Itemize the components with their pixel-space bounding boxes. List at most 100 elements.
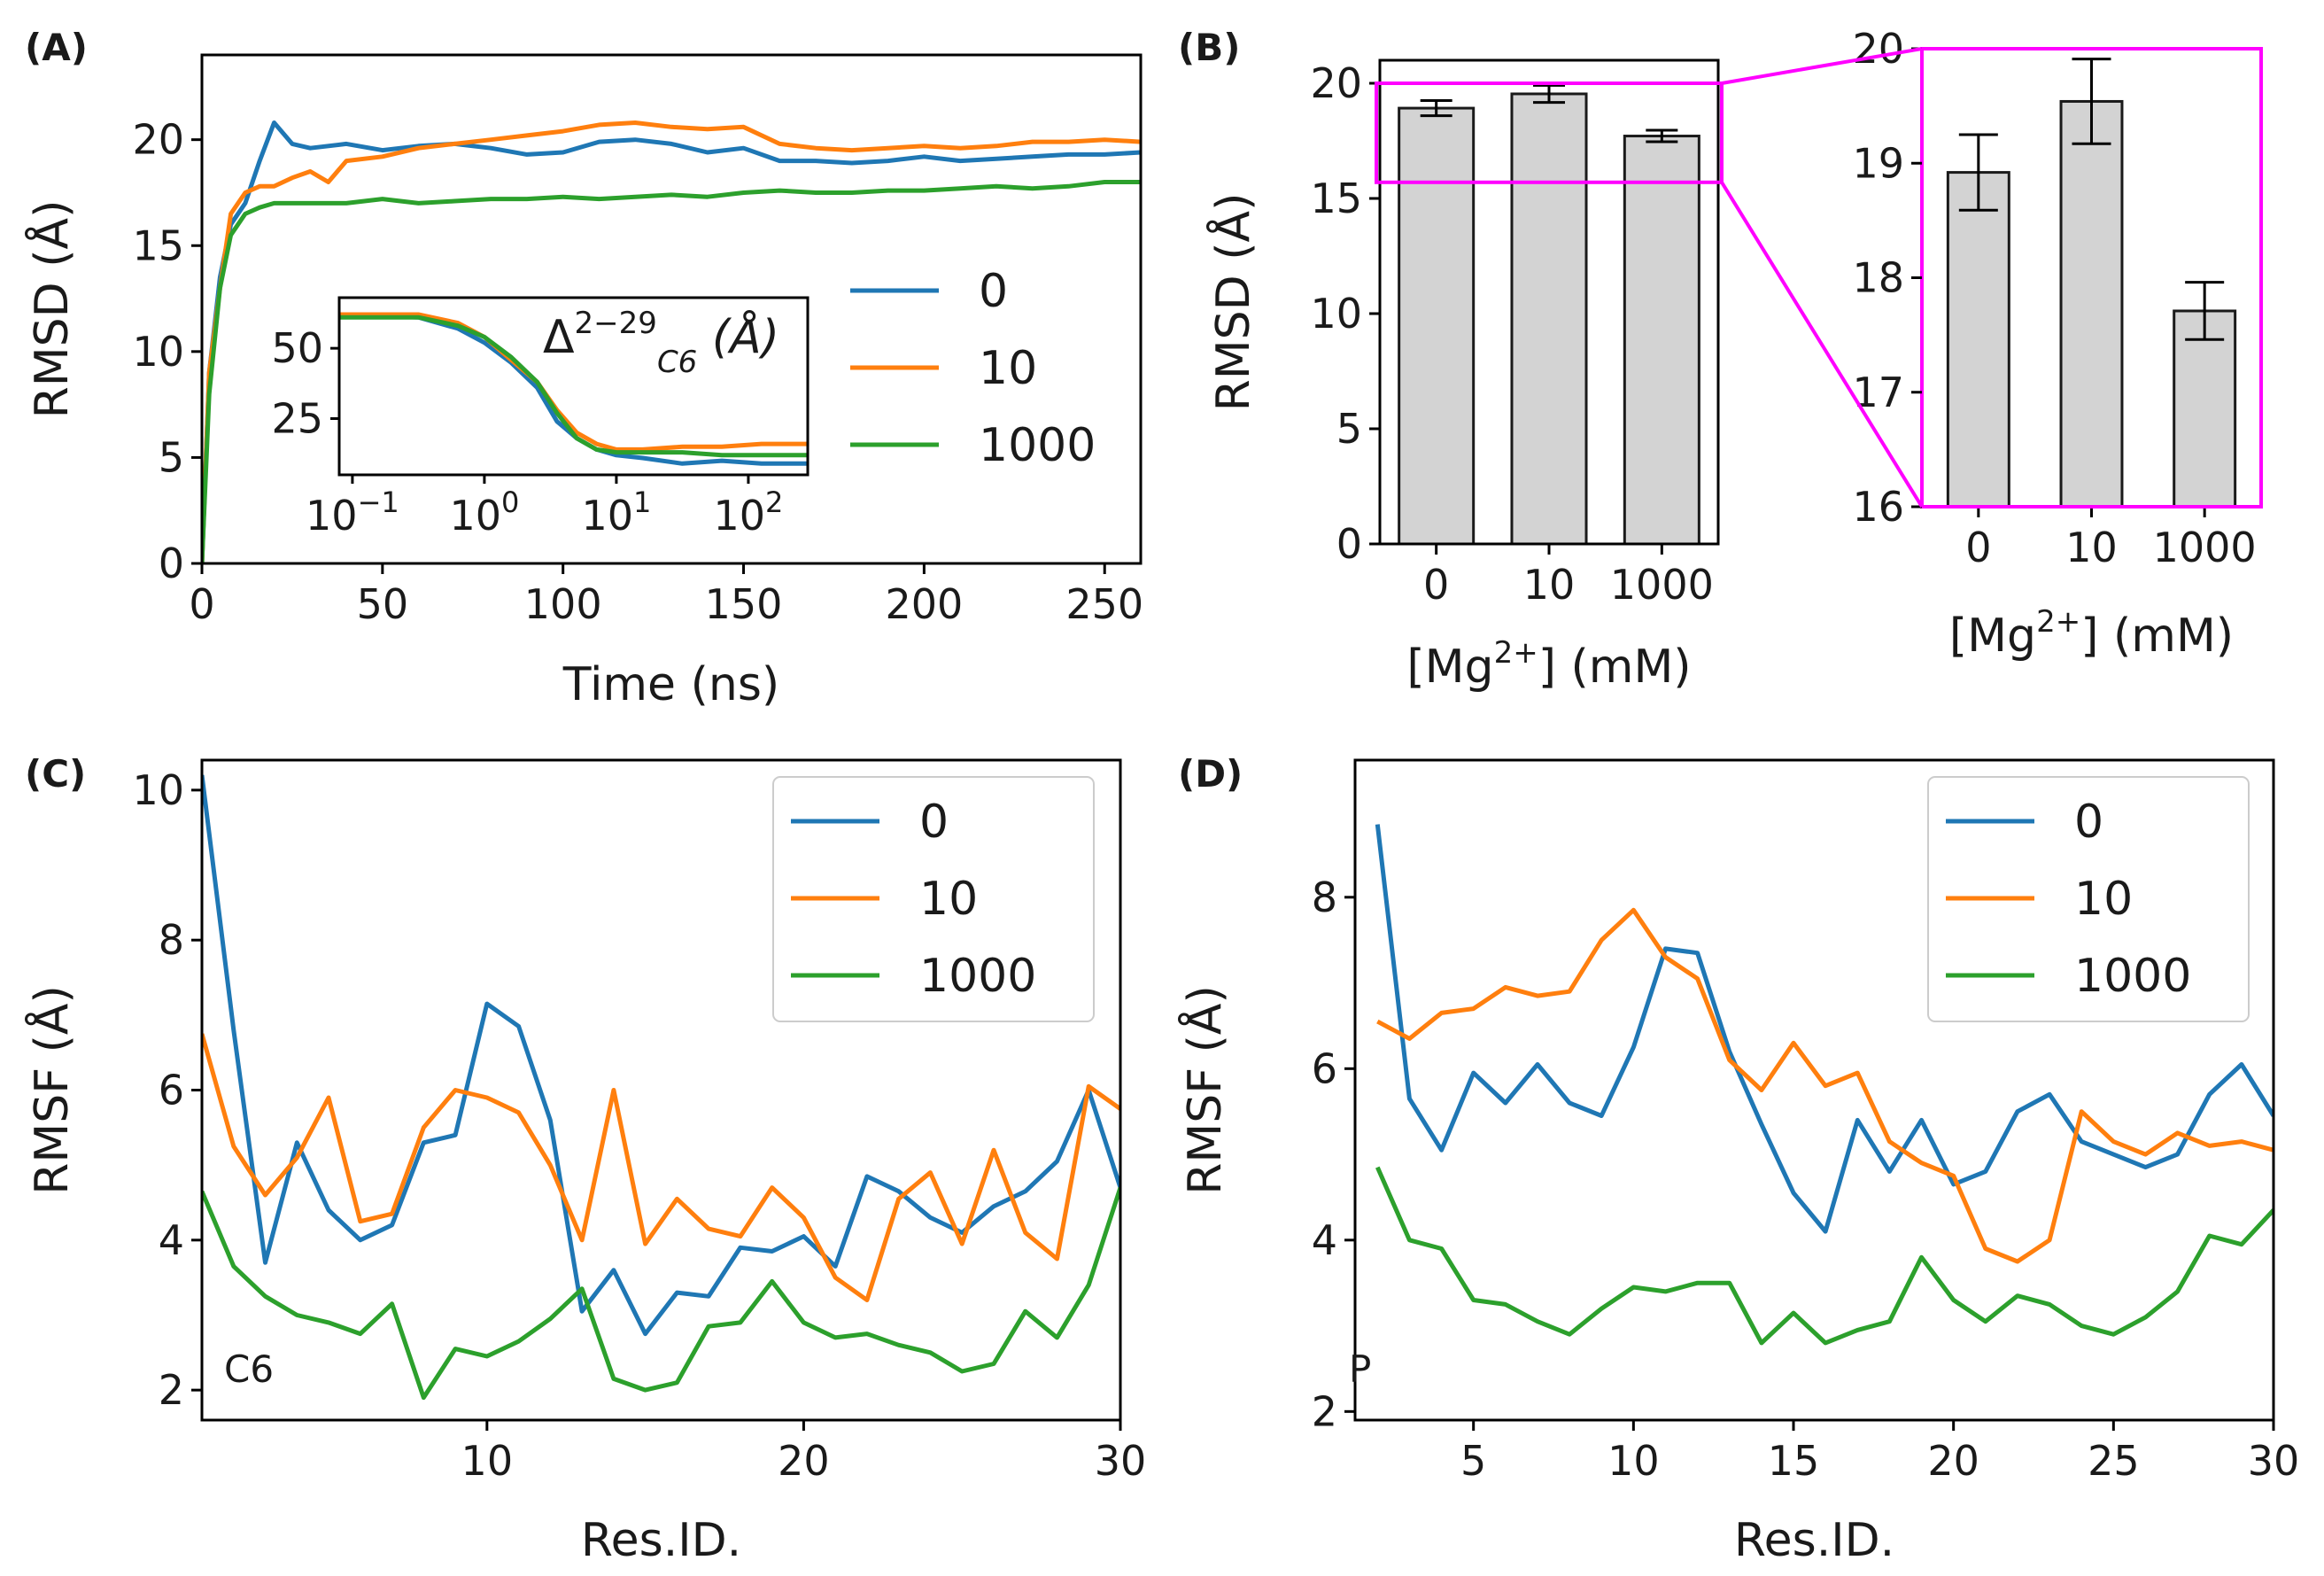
d-ytick-label: 2	[1312, 1387, 1337, 1435]
inset-title: Δ2−29C6 (Å)	[543, 306, 779, 380]
c-legend-label-0: 0	[919, 796, 949, 849]
a-xtick-label: 250	[1065, 580, 1143, 628]
a-inset-ytick-label: 50	[271, 324, 323, 372]
panel-d-xlabel: Res.ID.	[1734, 1514, 1894, 1567]
panel-d-frame	[1353, 758, 2275, 1422]
a-xtick-label: 0	[189, 580, 214, 628]
panel-b-label: (B)	[1178, 26, 1240, 69]
panel-c-ylabel: RMSF (Å)	[24, 985, 79, 1195]
d-series-10-line	[1376, 907, 2274, 1264]
c-ytick-label: 10	[132, 766, 184, 814]
c-ytick-label: 6	[159, 1067, 184, 1114]
zoom-bar-10	[2059, 99, 2124, 507]
d-xtick-label: 20	[1927, 1437, 1979, 1485]
d-legend-label-0: 0	[2074, 796, 2103, 849]
zoom-bar-1000	[2173, 309, 2237, 507]
d-xtick-label: 15	[1768, 1437, 1820, 1485]
panel-a-ylabel: RMSD (Å)	[24, 200, 79, 419]
c-series-10-line	[202, 1033, 1120, 1302]
b-ytick-label: 10	[1310, 290, 1362, 338]
c-legend-box	[772, 776, 1095, 1022]
b-ytick-label: 5	[1336, 405, 1362, 453]
d-legend-box	[1927, 776, 2250, 1022]
panel-b-xlabel: [Mg2+] (mM)	[1406, 635, 1691, 694]
panel-d-ylabel: RMSF (Å)	[1177, 985, 1232, 1195]
zoom-bar-0	[1946, 171, 2010, 507]
a-legend-label-0: 0	[979, 265, 1008, 318]
a-xtick-label: 200	[885, 580, 963, 628]
panel-d-annotation: P	[1349, 1347, 1371, 1391]
d-series-1000-line	[1375, 1166, 2274, 1346]
a-xtick-label: 50	[357, 580, 409, 628]
c-ytick-label: 8	[159, 916, 184, 964]
zoom-xtick-label: 0	[1965, 524, 1991, 571]
zoom-rect	[1375, 82, 1724, 184]
c-legend-label-1000: 1000	[919, 950, 1036, 1003]
a-inset-xtick-label: 10−1	[306, 485, 399, 540]
a-xtick-label: 150	[705, 580, 783, 628]
panel-c: (C) 10 20 30 2 4 6 8 10 Res.ID. RMSF (Å) 0 10 1000 C6	[24, 752, 1146, 1567]
panel-b-bar-1000	[1623, 135, 1700, 546]
zoom-ytick-label: 16	[1852, 483, 1904, 531]
zoom-ytick-label: 20	[1852, 25, 1904, 73]
panel-a-label: (A)	[25, 26, 88, 69]
a-inset-ytick-label: 25	[271, 395, 323, 443]
d-legend-label-1000: 1000	[2074, 950, 2191, 1003]
zoom-xtick-label: 10	[2065, 524, 2118, 571]
c-ytick-label: 2	[159, 1366, 184, 1414]
a-inset-series-1000-line	[339, 314, 808, 458]
panel-d-label: (D)	[1178, 752, 1243, 796]
panel-b-frame	[1378, 58, 1720, 546]
a-legend-label-1000: 1000	[979, 419, 1096, 472]
b-ytick-label: 20	[1310, 59, 1362, 107]
c-ytick-label: 4	[159, 1216, 184, 1264]
zoom-ytick-label: 19	[1852, 139, 1904, 187]
a-legend-label-10: 10	[979, 342, 1037, 395]
a-xtick-label: 100	[524, 580, 602, 628]
d-xtick-label: 10	[1607, 1437, 1660, 1485]
a-inset-xtick-label: 101	[581, 485, 651, 540]
a-ytick-label: 20	[132, 116, 184, 164]
panel-b-xtick-label: 1000	[1610, 561, 1714, 609]
d-ytick-label: 8	[1312, 873, 1337, 921]
c-xtick-label: 20	[778, 1437, 830, 1485]
d-legend-label-10: 10	[2074, 873, 2133, 926]
zoom-connector-top	[1721, 47, 1923, 85]
d-ytick-label: 4	[1312, 1216, 1337, 1264]
panel-b-xtick-label: 10	[1523, 561, 1576, 609]
a-series-0-line	[202, 120, 1141, 563]
zoom-connector-bottom	[1720, 181, 1924, 509]
a-series-1000-line	[202, 180, 1141, 563]
panel-c-label: (C)	[25, 752, 86, 796]
d-xtick-label: 30	[2248, 1437, 2300, 1485]
panel-b-xtick-label: 0	[1423, 561, 1449, 609]
c-series-1000-line	[202, 1186, 1120, 1401]
panel-c-annotation: C6	[224, 1347, 274, 1391]
panel-b: (B) 0 10 1000 0 5 10 15 20 [Mg2+] (mM) RMSD (Å) 0 10…	[1178, 25, 2263, 694]
c-xtick-label: 10	[461, 1437, 514, 1485]
c-xtick-label: 30	[1095, 1437, 1147, 1485]
panel-a-frame	[200, 53, 1143, 565]
b-ytick-label: 0	[1336, 520, 1362, 568]
d-xtick-label: 25	[2088, 1437, 2140, 1485]
a-inset-xtick-label: 102	[713, 485, 783, 540]
b-ytick-label: 15	[1310, 175, 1362, 222]
zoom-xtick-label: 1000	[2153, 524, 2257, 571]
a-series-10-line	[202, 120, 1141, 563]
a-inset-xtick-label: 100	[449, 485, 519, 540]
panel-b-ylabel: RMSD (Å)	[1205, 193, 1260, 412]
a-ytick-label: 5	[159, 433, 184, 481]
a-ytick-label: 10	[132, 328, 184, 376]
a-ytick-label: 0	[159, 540, 184, 587]
d-xtick-label: 5	[1460, 1437, 1486, 1485]
zoom-xlabel: [Mg2+] (mM)	[1949, 604, 2234, 663]
panel-c-xlabel: Res.ID.	[581, 1514, 741, 1567]
c-legend-label-10: 10	[919, 873, 978, 926]
panel-b-bar-0	[1398, 106, 1476, 546]
d-series-0-line	[1375, 824, 2274, 1234]
inset-frame	[337, 296, 810, 477]
d-ytick-label: 6	[1312, 1044, 1337, 1092]
panel-b-bar-10	[1510, 92, 1588, 546]
